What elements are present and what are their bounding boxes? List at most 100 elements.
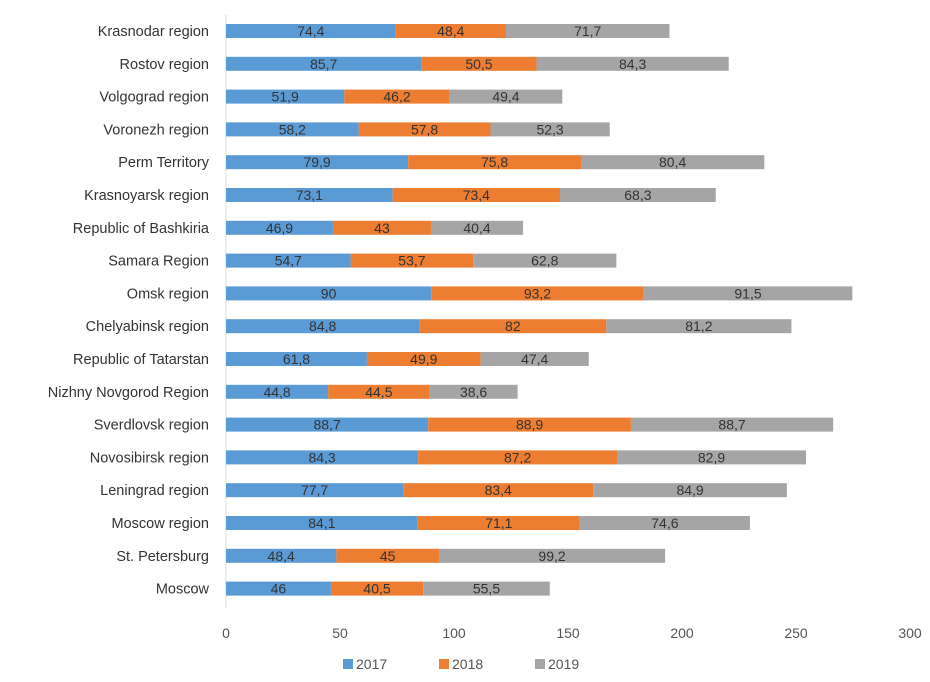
category-label: Moscow	[156, 582, 210, 598]
bar-2018-10	[366, 352, 481, 366]
x-tick-label: 100	[442, 625, 466, 641]
bar-2019-16	[438, 548, 666, 563]
data-label-2018-13: 87,2	[504, 449, 531, 465]
bar-2018-17	[330, 581, 424, 596]
legend-swatch-2018	[439, 659, 449, 669]
data-label-2018-6: 43	[374, 220, 390, 236]
category-label: Krasnoyarsk region	[84, 188, 209, 204]
data-label-2018-15: 71,1	[485, 515, 512, 531]
data-label-2017-12: 88,7	[313, 417, 340, 433]
bar-2018-9	[419, 319, 607, 334]
x-tick-label: 250	[784, 625, 808, 641]
bar-2018-2	[344, 89, 450, 104]
data-label-2017-9: 84,8	[309, 318, 336, 334]
bar-2019-15	[579, 516, 750, 530]
bar-2019-11	[429, 384, 518, 399]
bar-2018-8	[431, 286, 644, 301]
data-label-2017-5: 73,1	[296, 187, 323, 203]
data-label-2019-2: 49,4	[492, 89, 519, 105]
category-label: St. Petersburg	[116, 549, 209, 565]
data-label-2019-3: 52,3	[536, 121, 563, 137]
legend-swatch-2019	[535, 659, 545, 669]
data-label-2018-9: 82	[505, 318, 521, 334]
bar-2017-13	[226, 450, 419, 465]
data-label-2019-13: 82,9	[698, 449, 725, 465]
data-label-2018-3: 57,8	[411, 121, 438, 137]
data-label-2019-4: 80,4	[659, 154, 686, 170]
bar-2018-1	[421, 56, 537, 71]
bar-2017-10	[226, 352, 367, 366]
bar-2017-12	[226, 417, 429, 432]
bar-2018-4	[408, 155, 581, 170]
category-label: Omsk region	[127, 286, 209, 302]
bar-2018-6	[332, 220, 431, 235]
bar-2019-1	[536, 56, 729, 71]
bar-2017-5	[226, 188, 393, 202]
data-label-2018-11: 44,5	[365, 384, 392, 400]
bar-2017-2	[226, 89, 345, 104]
category-label: Volgograd region	[99, 90, 209, 106]
data-label-2017-16: 48,4	[268, 548, 295, 564]
bar-2018-13	[418, 450, 618, 465]
data-label-2018-7: 53,7	[398, 253, 425, 269]
data-label-2019-11: 38,6	[460, 384, 487, 400]
bar-2017-4	[226, 155, 409, 170]
bar-2017-14	[226, 483, 404, 498]
data-label-2019-7: 62,8	[531, 253, 558, 269]
bar-2017-7	[226, 253, 351, 268]
data-label-2017-3: 58,2	[279, 121, 306, 137]
x-tick-label: 150	[556, 625, 580, 641]
bar-2018-5	[392, 188, 561, 202]
bar-2019-4	[580, 155, 765, 170]
data-label-2019-6: 40,4	[463, 220, 490, 236]
bar-2019-14	[593, 483, 787, 498]
bar-2017-11	[226, 384, 329, 399]
x-tick-label: 0	[222, 625, 230, 641]
data-label-2019-1: 84,3	[619, 56, 646, 72]
category-label: Moscow region	[111, 516, 209, 532]
data-label-2019-8: 91,5	[734, 285, 761, 301]
data-label-2017-14: 77,7	[301, 482, 328, 498]
data-label-2019-5: 68,3	[624, 187, 651, 203]
data-label-2017-11: 44,8	[263, 384, 290, 400]
data-label-2019-16: 99,2	[538, 548, 565, 564]
bar-2017-9	[226, 319, 420, 334]
data-label-2017-4: 79,9	[303, 154, 330, 170]
bar-2019-9	[606, 319, 792, 334]
data-label-2017-10: 61,8	[283, 351, 310, 367]
bar-2018-14	[403, 483, 594, 498]
x-tick-label: 50	[332, 625, 348, 641]
category-label: Voronezh region	[103, 122, 209, 138]
data-label-2017-7: 54,7	[275, 253, 302, 269]
legend-swatch-2017	[343, 659, 353, 669]
bar-2017-16	[226, 548, 337, 563]
bar-2019-17	[423, 581, 550, 596]
data-label-2018-14: 83,4	[485, 482, 512, 498]
legend-label-2017: 2017	[356, 656, 387, 672]
bar-2019-7	[473, 253, 617, 268]
data-label-2017-2: 51,9	[272, 89, 299, 105]
data-label-2017-15: 84,1	[308, 515, 335, 531]
bar-2018-15	[417, 516, 580, 530]
legend-label-2018: 2018	[452, 656, 483, 672]
data-label-2019-12: 88,7	[718, 417, 745, 433]
data-label-2017-6: 46,9	[266, 220, 293, 236]
bar-2017-0	[226, 24, 396, 38]
category-label: Republic of Tatarstan	[73, 352, 209, 368]
data-label-2018-2: 46,2	[383, 89, 410, 105]
bar-2018-11	[328, 384, 430, 399]
data-label-2017-13: 84,3	[308, 449, 335, 465]
data-label-2018-5: 73,4	[463, 187, 490, 203]
x-tick-label: 300	[898, 625, 922, 641]
category-label: Perm Territory	[118, 155, 210, 171]
data-label-2019-15: 74,6	[651, 515, 678, 531]
bar-2017-1	[226, 56, 422, 71]
bar-2017-15	[226, 516, 418, 530]
bar-2019-3	[490, 122, 610, 137]
category-label: Republic of Bashkiria	[73, 221, 210, 237]
bar-2018-12	[428, 417, 631, 432]
category-label: Leningrad region	[100, 483, 209, 499]
bar-2018-16	[336, 548, 439, 563]
data-label-2018-1: 50,5	[465, 56, 492, 72]
